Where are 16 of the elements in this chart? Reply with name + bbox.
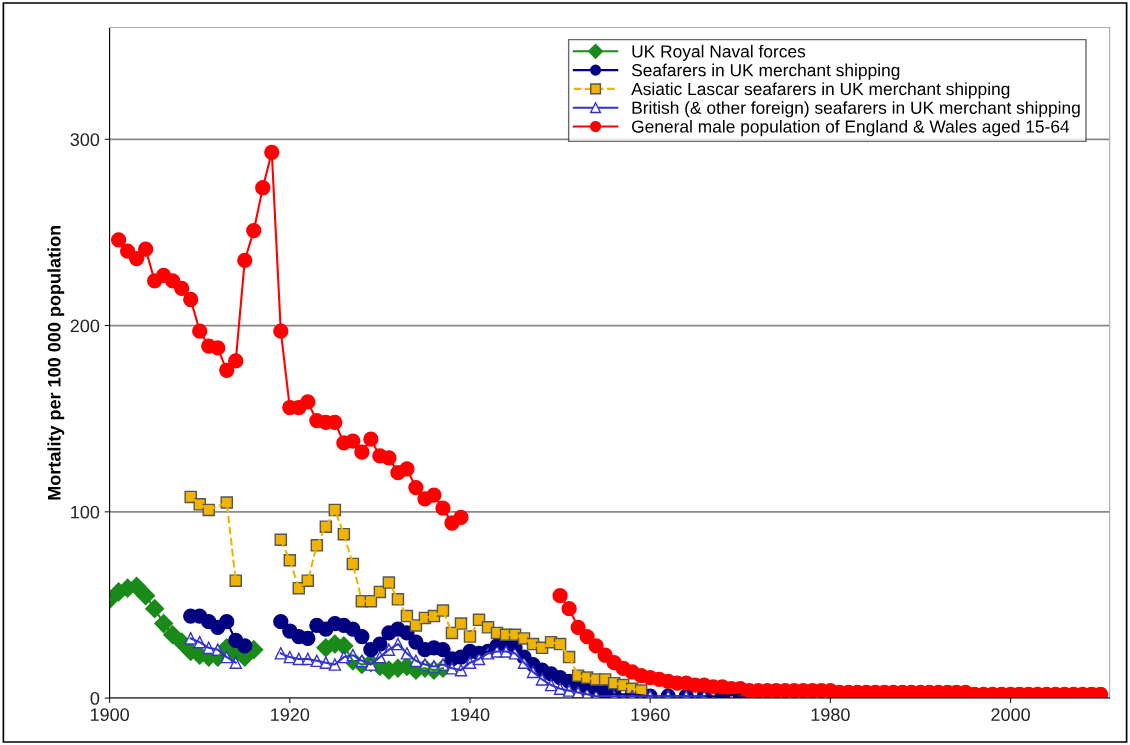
x-tick-label: 1940 — [451, 708, 490, 722]
x-tick-label: 2000 — [991, 708, 1030, 722]
legend-label: British (& other foreign) seafarers in UK merchant shipping — [632, 101, 1080, 118]
y-tick-label: 200 — [70, 319, 100, 333]
x-tick-label: 1960 — [631, 708, 670, 722]
y-tick-label: 300 — [70, 133, 100, 147]
y-tick-label: 0 — [90, 692, 100, 705]
y-tick-label: 100 — [71, 505, 100, 519]
x-tick-label: 1980 — [811, 708, 850, 722]
legend-label: Asiatic Lascar seafarers in UK merchant shipping — [631, 82, 1010, 99]
legend-label: Seafarers in UK merchant shipping — [631, 63, 900, 80]
y-axis-title: Mortality per 100 000 population — [47, 225, 65, 500]
legend-label: General male population of England & Wales aged 15-64 — [632, 119, 1070, 137]
x-tick-label: 1920 — [271, 708, 310, 722]
x-tick-label: 1900 — [90, 708, 129, 722]
legend-label: UK Royal Naval forces — [632, 44, 806, 61]
